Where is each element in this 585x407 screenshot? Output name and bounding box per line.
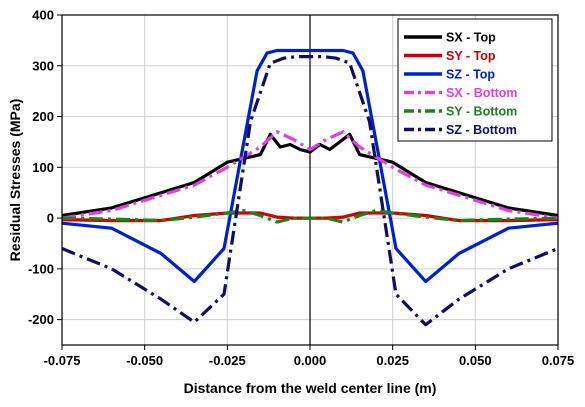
legend-label: SZ - Top [446, 68, 495, 82]
legend-label: SX - Bottom [446, 86, 518, 100]
legend-items: SX - Top SY - Top SZ - Top SX - Bottom SY - … [404, 31, 518, 137]
legend: SX - Top SY - Top SZ - Top SX - Bottom SY - … [397, 18, 553, 142]
x-axis-title: Distance from the weld center line (m) [184, 380, 437, 396]
legend-label: SY - Bottom [446, 105, 517, 119]
series-lines [61, 48, 559, 327]
y-axis-title: Residual Stresses (MPa) [7, 99, 23, 262]
x-tick-label: -0.050 [126, 353, 163, 368]
x-tick-label: 0.025 [376, 353, 409, 368]
legend-label: SZ - Bottom [446, 123, 517, 137]
y-tick-label: -200 [28, 312, 54, 327]
x-tick-label: 0.050 [459, 353, 492, 368]
series-line-2 [61, 48, 559, 284]
x-tick-label: -0.075 [44, 353, 81, 368]
legend-label: SY - Top [446, 49, 496, 63]
series-line-4 [61, 208, 559, 224]
axis-ticks: -200 -100 0 100 200 300 400 -0.075 -0.050 -0.025 0… [28, 8, 574, 369]
series-line-0 [61, 132, 559, 218]
y-tick-label: 100 [32, 160, 54, 175]
x-tick-label: 0.075 [542, 353, 575, 368]
x-tick-label: -0.025 [209, 353, 246, 368]
y-tick-label: 400 [32, 8, 54, 23]
series-line-3 [61, 130, 559, 220]
series-line-5 [61, 54, 559, 327]
y-tick-label: 0 [47, 211, 54, 226]
x-tick-label: 0.000 [294, 353, 327, 368]
legend-label: SX - Top [446, 31, 496, 45]
y-tick-label: -100 [28, 261, 54, 276]
legend-box [397, 18, 553, 142]
y-tick-label: 300 [32, 58, 54, 73]
y-tick-label: 200 [32, 109, 54, 124]
